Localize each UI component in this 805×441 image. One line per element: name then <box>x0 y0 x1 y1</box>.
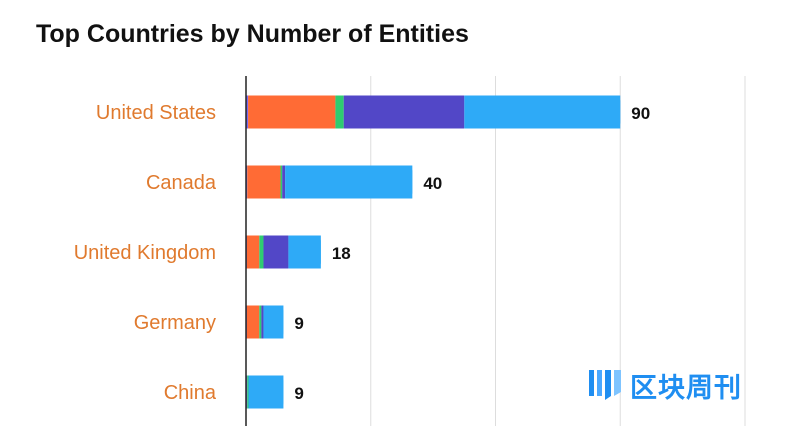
gridlines <box>370 76 746 426</box>
total-value-label: 40 <box>423 174 442 193</box>
bar-segment <box>259 305 262 339</box>
watermark-text: 区块周刊 <box>630 373 742 404</box>
bar-end-cap <box>308 235 321 269</box>
bar-end-cap <box>400 165 413 199</box>
bar-segment <box>280 165 283 199</box>
bar-segment <box>246 305 260 339</box>
bar-segment <box>259 235 264 269</box>
total-value-label: 9 <box>294 384 303 403</box>
bar-segment <box>248 95 336 129</box>
bar-segment <box>246 95 249 129</box>
bar-segment <box>282 165 286 199</box>
bar-segment <box>247 375 249 409</box>
category-label: United States <box>96 102 216 124</box>
bar-segment <box>261 305 264 339</box>
total-value-label: 18 <box>332 244 351 263</box>
bar-segment <box>335 95 344 129</box>
category-label: Germany <box>134 312 216 334</box>
bar-segment <box>285 165 413 199</box>
chart-title: Top Countries by Number of Entities <box>36 20 469 48</box>
category-label: United Kingdom <box>74 242 216 264</box>
total-value-label: 90 <box>631 104 650 123</box>
total-value-label: 9 <box>294 314 303 333</box>
bar-segment <box>247 165 281 199</box>
bar-end-cap <box>608 95 621 129</box>
bar-segment <box>246 235 260 269</box>
bar-segment <box>464 95 621 129</box>
watermark: 区块周刊 <box>588 366 742 405</box>
category-label: China <box>164 382 217 404</box>
bar-end-cap <box>271 305 284 339</box>
bar-segment <box>343 95 465 129</box>
blockchain-weekly-logo-icon <box>588 366 622 405</box>
bars <box>246 95 621 409</box>
bar-segment <box>263 235 289 269</box>
category-label: Canada <box>146 172 217 194</box>
labels: United States 90 Canada 40 United Kingdom 18 G… <box>74 102 650 404</box>
bar-end-cap <box>271 375 284 409</box>
